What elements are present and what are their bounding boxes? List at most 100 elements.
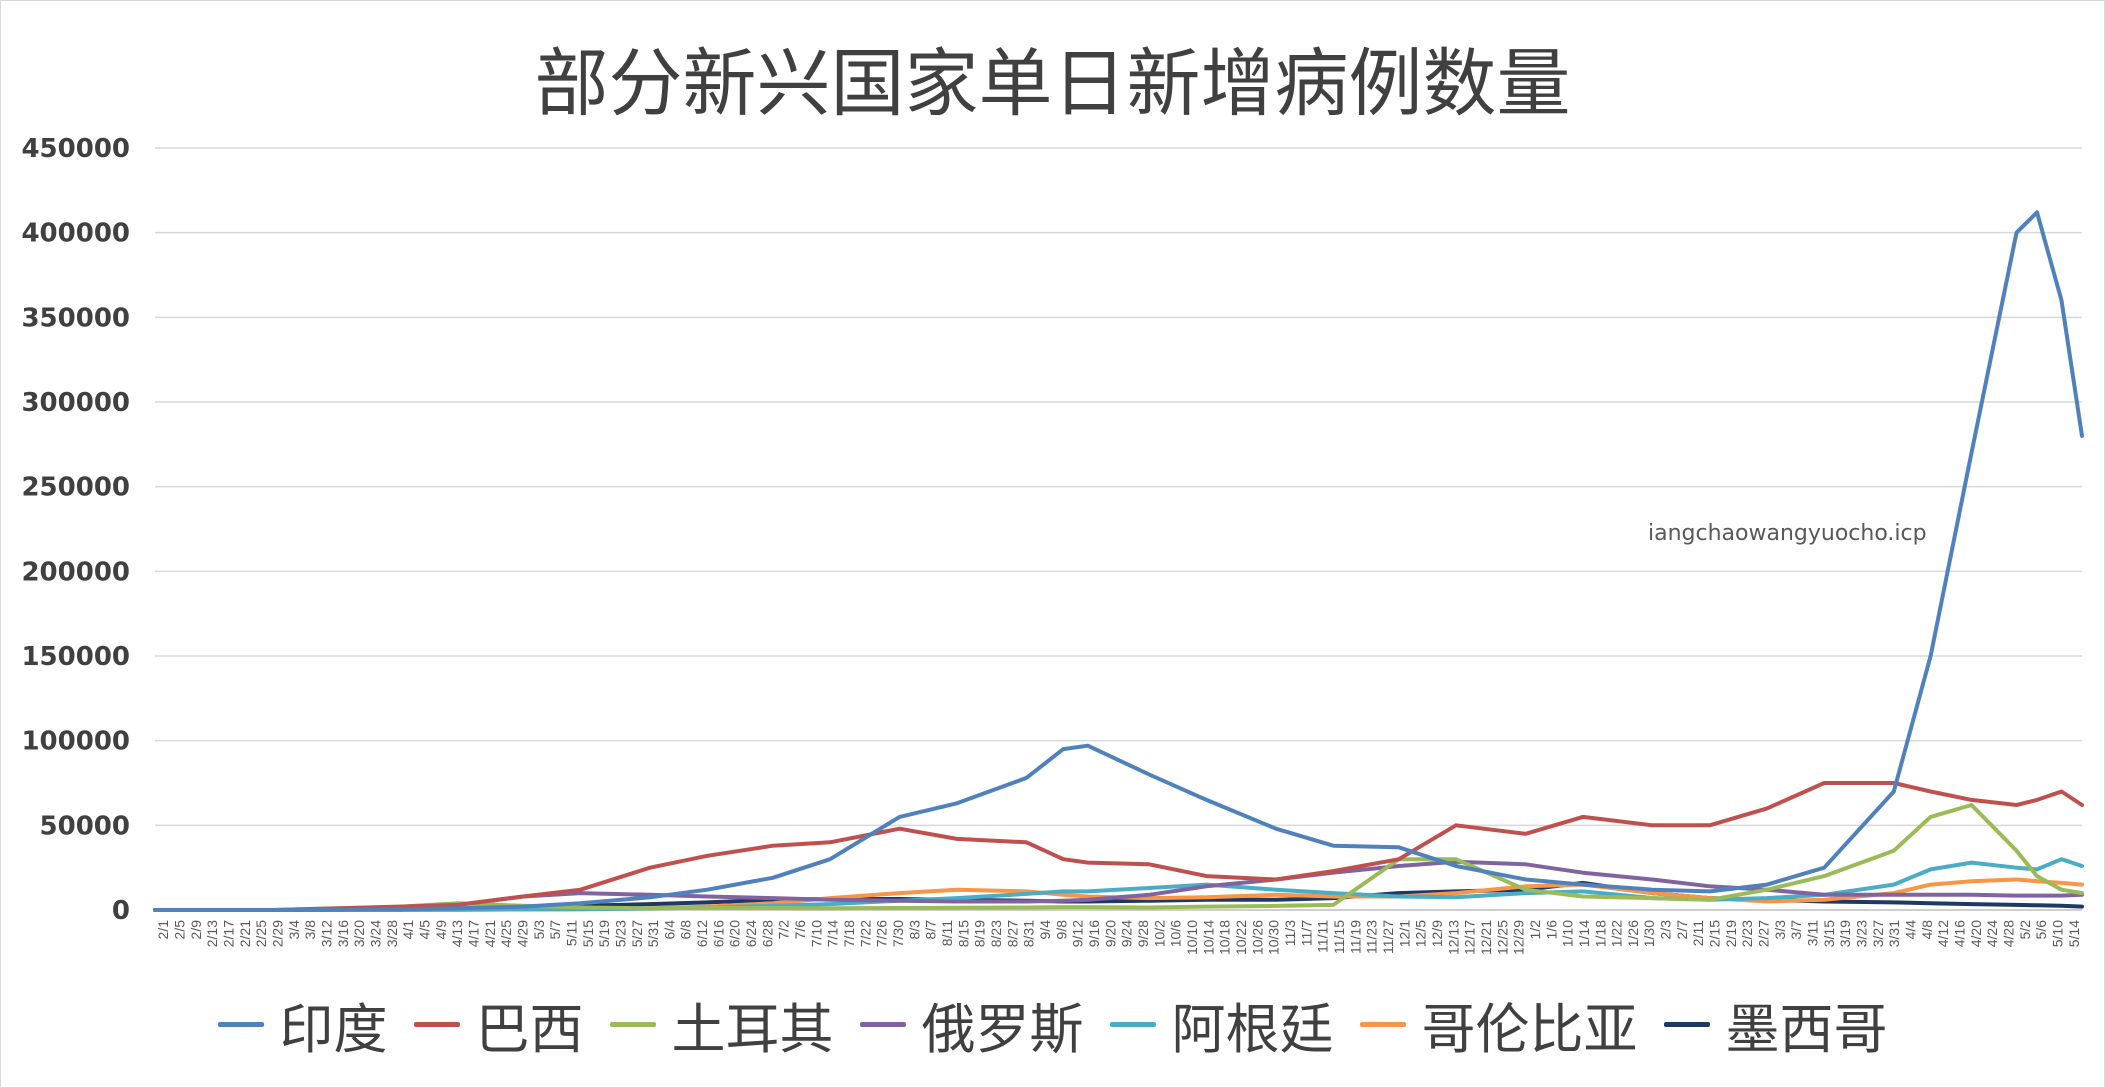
x-tick-label: 11/23 xyxy=(1364,920,1380,954)
x-tick-label: 3/19 xyxy=(1837,920,1853,947)
x-tick-label: 2/7 xyxy=(1674,920,1690,940)
y-tick-label: 150000 xyxy=(21,642,130,672)
x-tick-label: 10/14 xyxy=(1200,920,1216,955)
legend-label: 印度 xyxy=(279,998,388,1061)
x-tick-label: 1/18 xyxy=(1592,920,1608,947)
x-tick-label: 11/27 xyxy=(1380,920,1396,954)
y-axis-tick-labels: 0 50000 100000 150000 200000 250000 300000 3500… xyxy=(21,134,130,926)
x-tick-label: 2/13 xyxy=(204,920,220,947)
x-tick-label: 3/16 xyxy=(335,920,351,947)
x-tick-label: 8/27 xyxy=(1004,920,1020,947)
y-tick-label: 300000 xyxy=(21,388,130,418)
legend-item: 巴西 xyxy=(413,985,584,1064)
x-tick-label: 6/12 xyxy=(694,920,710,947)
x-tick-label: 9/16 xyxy=(1086,920,1102,947)
x-tick-label: 1/26 xyxy=(1625,920,1641,947)
x-tick-label: 1/2 xyxy=(1527,920,1543,940)
legend-item: 印度 xyxy=(217,985,388,1064)
x-tick-label: 3/23 xyxy=(1854,920,1870,947)
x-tick-label: 4/9 xyxy=(433,920,449,940)
x-tick-label: 2/17 xyxy=(220,920,236,947)
gridlines xyxy=(155,147,2082,911)
x-tick-label: 4/25 xyxy=(498,920,514,947)
x-tick-label: 8/11 xyxy=(939,920,955,946)
x-tick-label: 3/7 xyxy=(1788,920,1804,940)
x-tick-label: 2/1 xyxy=(155,920,171,940)
y-tick-label: 100000 xyxy=(21,727,130,757)
x-tick-label: 2/23 xyxy=(1739,920,1755,947)
x-tick-label: 3/28 xyxy=(384,920,400,947)
x-tick-label: 5/27 xyxy=(629,920,645,947)
x-tick-label: 4/1 xyxy=(400,920,416,940)
x-tick-label: 10/10 xyxy=(1184,920,1200,955)
x-tick-label: 7/30 xyxy=(890,920,906,947)
x-tick-label: 12/5 xyxy=(1413,920,1429,947)
x-tick-label: 12/25 xyxy=(1494,920,1510,955)
legend-swatch xyxy=(609,1022,656,1027)
x-tick-label: 1/14 xyxy=(1576,920,1592,947)
x-tick-label: 3/11 xyxy=(1805,920,1821,946)
x-tick-label: 6/16 xyxy=(710,920,726,947)
x-tick-label: 5/3 xyxy=(531,920,547,940)
x-tick-label: 2/29 xyxy=(269,920,285,947)
x-tick-label: 5/2 xyxy=(2017,920,2033,940)
x-tick-label: 3/31 xyxy=(1886,920,1902,947)
x-tick-label: 2/9 xyxy=(188,920,204,940)
y-tick-label: 450000 xyxy=(21,134,130,164)
x-tick-label: 3/15 xyxy=(1821,920,1837,947)
x-tick-label: 11/15 xyxy=(1331,920,1347,954)
x-tick-label: 7/10 xyxy=(808,920,824,947)
x-tick-label: 7/6 xyxy=(792,920,808,940)
x-tick-label: 10/18 xyxy=(1217,920,1233,955)
legend-item: 俄罗斯 xyxy=(859,985,1084,1064)
x-tick-label: 1/6 xyxy=(1543,920,1559,940)
legend-item: 哥伦比亚 xyxy=(1359,985,1638,1064)
x-tick-label: 8/23 xyxy=(988,920,1004,947)
x-tick-label: 10/22 xyxy=(1233,920,1249,955)
series-line-6 xyxy=(153,880,2084,912)
legend-item: 土耳其 xyxy=(609,985,834,1064)
x-tick-label: 7/22 xyxy=(857,920,873,947)
series-line-1 xyxy=(153,781,2084,912)
x-tick-label: 3/8 xyxy=(302,920,318,940)
x-tick-label: 6/28 xyxy=(759,920,775,947)
x-tick-label: 9/20 xyxy=(1102,920,1118,947)
x-tick-label: 4/4 xyxy=(1903,920,1919,940)
x-tick-label: 5/6 xyxy=(2033,920,2049,940)
x-tick-label: 3/3 xyxy=(1772,920,1788,940)
legend-item: 阿根廷 xyxy=(1109,985,1334,1064)
x-tick-label: 11/7 xyxy=(1298,920,1314,946)
x-tick-label: 5/31 xyxy=(645,920,661,947)
x-tick-label: 5/23 xyxy=(612,920,628,947)
legend-label: 土耳其 xyxy=(671,998,834,1061)
x-tick-label: 2/11 xyxy=(1690,920,1706,946)
x-tick-label: 4/12 xyxy=(1935,920,1951,947)
x-tick-label: 4/5 xyxy=(416,920,432,940)
x-tick-label: 9/28 xyxy=(1135,920,1151,947)
x-tick-label: 6/20 xyxy=(727,920,743,947)
legend-label: 巴西 xyxy=(475,998,584,1061)
x-tick-label: 2/19 xyxy=(1723,920,1739,947)
legend-swatch xyxy=(217,1022,264,1027)
y-tick-label: 400000 xyxy=(21,219,130,249)
x-axis-tick-labels: 2/1 2/5 2/9 2/13 2/17 2/21 2/25 2/29 3/4 3/8 3/12 3… xyxy=(155,920,2082,955)
legend-label: 哥伦比亚 xyxy=(1421,998,1638,1061)
x-tick-label: 6/8 xyxy=(678,920,694,940)
legend-label: 阿根廷 xyxy=(1171,998,1334,1061)
x-tick-label: 1/22 xyxy=(1609,920,1625,947)
x-tick-label: 5/11 xyxy=(563,920,579,946)
x-tick-label: 12/9 xyxy=(1429,920,1445,947)
x-tick-label: 5/7 xyxy=(547,920,563,940)
x-tick-label: 6/24 xyxy=(743,920,759,947)
x-tick-label: 10/30 xyxy=(1266,920,1282,955)
x-tick-label: 8/19 xyxy=(972,920,988,947)
x-tick-label: 4/8 xyxy=(1919,920,1935,940)
legend-swatch xyxy=(1359,1022,1406,1027)
y-tick-label: 50000 xyxy=(40,811,130,841)
series-line-2 xyxy=(153,803,2084,912)
x-tick-label: 3/12 xyxy=(318,920,334,947)
x-tick-label: 3/20 xyxy=(351,920,367,947)
x-tick-label: 10/26 xyxy=(1249,920,1265,955)
chart-title: 部分新兴国家单日新增病例数量 xyxy=(534,41,1571,127)
